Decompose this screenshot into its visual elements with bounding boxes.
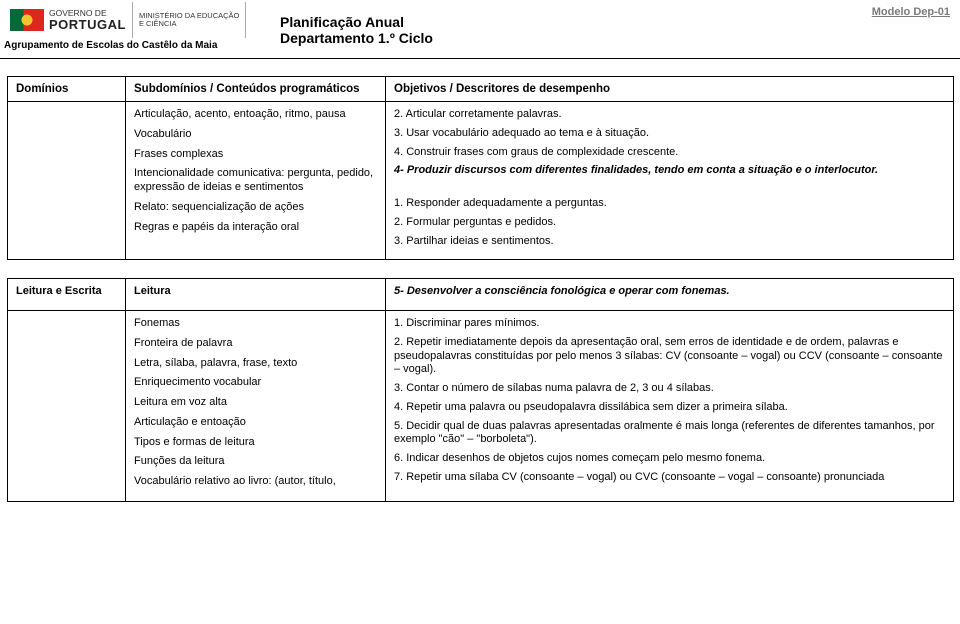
obj-item: 5. Decidir qual de duas palavras apresen… bbox=[394, 420, 945, 448]
cell-obj-2: 1. Discriminar pares mínimos. 2. Repetir… bbox=[386, 311, 954, 502]
obj-heading-5: 5- Desenvolver a consciência fonológica … bbox=[394, 285, 945, 299]
obj-item: 1. Discriminar pares mínimos. bbox=[394, 317, 945, 331]
header-rule bbox=[0, 58, 960, 59]
cell-obj-1: 2. Articular corretamente palavras. 3. U… bbox=[386, 102, 954, 260]
sub-item: Leitura em voz alta bbox=[134, 396, 377, 410]
agrupamento: Agrupamento de Escolas do Castêlo da Mai… bbox=[4, 40, 217, 51]
plan-title-1: Planificação Anual bbox=[280, 14, 433, 30]
gov-line2: PORTUGAL bbox=[49, 18, 126, 32]
sub-item: Fronteira de palavra bbox=[134, 337, 377, 351]
cell-sub-1: Articulação, acento, entoação, ritmo, pa… bbox=[126, 102, 386, 260]
obj-item: 3. Usar vocabulário adequado ao tema e à… bbox=[394, 127, 945, 141]
cell-obj-leitura-head: 5- Desenvolver a consciência fonológica … bbox=[386, 279, 954, 311]
obj-item: 2. Articular corretamente palavras. bbox=[394, 108, 945, 122]
cell-sub-leitura: Leitura bbox=[126, 279, 386, 311]
table-header-row: Domínios Subdomínios / Conteúdos program… bbox=[8, 77, 954, 102]
plan-title-2: Departamento 1.º Ciclo bbox=[280, 30, 433, 46]
obj-item: 6. Indicar desenhos de objetos cujos nom… bbox=[394, 452, 945, 466]
row-leitura-body: Fonemas Fronteira de palavra Letra, síla… bbox=[8, 311, 954, 502]
sub-item: Fonemas bbox=[134, 317, 377, 331]
th-subdominios: Subdomínios / Conteúdos programáticos bbox=[126, 77, 386, 102]
sub-item: Letra, sílaba, palavra, frase, texto bbox=[134, 357, 377, 371]
cell-sub-2: Fonemas Fronteira de palavra Letra, síla… bbox=[126, 311, 386, 502]
main-table: Domínios Subdomínios / Conteúdos program… bbox=[7, 76, 954, 260]
obj-item: 3. Partilhar ideias e sentimentos. bbox=[394, 235, 945, 249]
logo-row: GOVERNO DE PORTUGAL MINISTÉRIO DA EDUCAÇ… bbox=[4, 2, 246, 38]
sub-item: Funções da leitura bbox=[134, 455, 377, 469]
sub-item: Vocabulário bbox=[134, 128, 377, 142]
obj-item: 4. Construir frases com graus de complex… bbox=[394, 146, 945, 160]
sub-item: Articulação, acento, entoação, ritmo, pa… bbox=[134, 108, 377, 122]
cell-dominio-leitura: Leitura e Escrita bbox=[8, 279, 126, 311]
sub-item: Relato: sequencialização de ações bbox=[134, 201, 377, 215]
gov-text: GOVERNO DE PORTUGAL bbox=[49, 9, 126, 32]
sub-item: Intencionalidade comunicativa: pergunta,… bbox=[134, 167, 377, 195]
row-oralidade: Articulação, acento, entoação, ritmo, pa… bbox=[8, 102, 954, 260]
cell-dominio-empty2 bbox=[8, 311, 126, 502]
page-header: GOVERNO DE PORTUGAL MINISTÉRIO DA EDUCAÇ… bbox=[0, 0, 960, 60]
spacer bbox=[394, 183, 945, 197]
th-dominios: Domínios bbox=[8, 77, 126, 102]
ministry-line2: E CIÊNCIA bbox=[139, 20, 239, 28]
main-table-2: Leitura e Escrita Leitura 5- Desenvolver… bbox=[7, 278, 954, 502]
sub-item: Regras e papéis da interação oral bbox=[134, 221, 377, 235]
obj-heading-4: 4- Produzir discursos com diferentes fin… bbox=[394, 164, 945, 178]
sub-item: Vocabulário relativo ao livro: (autor, t… bbox=[134, 475, 377, 489]
ministry-block: MINISTÉRIO DA EDUCAÇÃO E CIÊNCIA bbox=[133, 2, 246, 38]
obj-item: 7. Repetir uma sílaba CV (consoante – vo… bbox=[394, 471, 945, 485]
title-block: Planificação Anual Departamento 1.º Cicl… bbox=[280, 14, 433, 46]
obj-item: 3. Contar o número de sílabas numa palav… bbox=[394, 382, 945, 396]
gov-logo: GOVERNO DE PORTUGAL bbox=[4, 2, 133, 38]
obj-item: 2. Formular perguntas e pedidos. bbox=[394, 216, 945, 230]
cell-dominio-empty bbox=[8, 102, 126, 260]
th-objetivos: Objetivos / Descritores de desempenho bbox=[386, 77, 954, 102]
row-leitura-head: Leitura e Escrita Leitura 5- Desenvolver… bbox=[8, 279, 954, 311]
sub-item: Frases complexas bbox=[134, 148, 377, 162]
sub-leitura: Leitura bbox=[134, 285, 171, 297]
sub-item: Tipos e formas de leitura bbox=[134, 436, 377, 450]
obj-item: 2. Repetir imediatamente depois da apres… bbox=[394, 336, 945, 377]
flag-icon bbox=[10, 9, 44, 31]
sub-item: Articulação e entoação bbox=[134, 416, 377, 430]
obj-item: 4. Repetir uma palavra ou pseudopalavra … bbox=[394, 401, 945, 415]
obj-item: 1. Responder adequadamente a perguntas. bbox=[394, 197, 945, 211]
sub-item: Enriquecimento vocabular bbox=[134, 376, 377, 390]
